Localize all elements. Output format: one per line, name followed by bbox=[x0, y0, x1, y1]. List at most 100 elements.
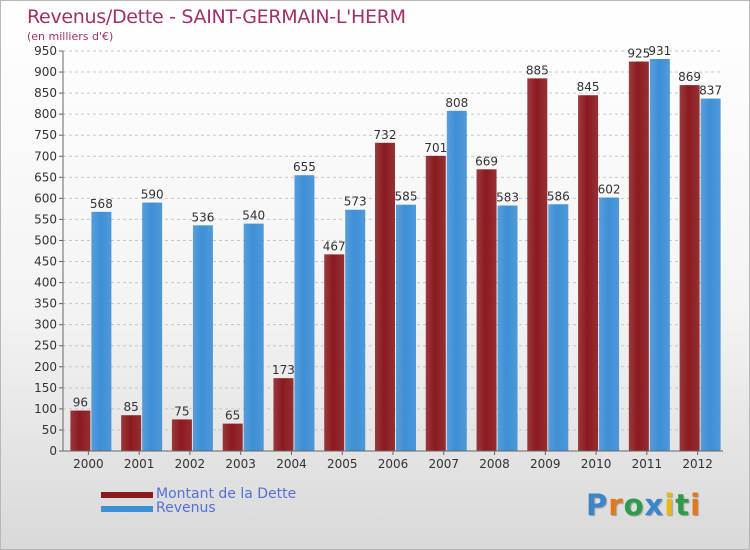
logo-letter: r bbox=[608, 488, 624, 522]
bar-dette-2004 bbox=[273, 378, 294, 451]
bar-revenus-2007 bbox=[446, 110, 467, 451]
y-tick-label: 650 bbox=[34, 170, 57, 184]
bar-dette-2006 bbox=[375, 142, 395, 451]
value-label-revenus-2012: 837 bbox=[699, 84, 722, 98]
y-tick-label: 300 bbox=[34, 318, 57, 332]
bar-revenus-2004 bbox=[294, 175, 315, 452]
x-tick-label: 2000 bbox=[73, 457, 104, 471]
proxiti-logo: Proxiti bbox=[586, 488, 701, 522]
x-tick-label: 2006 bbox=[378, 457, 409, 471]
x-tick-label: 2007 bbox=[428, 457, 459, 471]
chart-subtitle: (en milliers d'€) bbox=[27, 30, 114, 43]
y-tick-label: 150 bbox=[34, 381, 57, 395]
x-tick-label: 2002 bbox=[175, 457, 206, 471]
legend-label-dette: Montant de la Dette bbox=[156, 486, 297, 502]
value-label-revenus-2011: 931 bbox=[648, 44, 671, 58]
y-tick-label: 700 bbox=[34, 149, 57, 163]
x-tick-label: 2011 bbox=[632, 457, 663, 471]
value-label-revenus-2010: 602 bbox=[598, 183, 621, 197]
value-label-dette-2005: 467 bbox=[323, 239, 346, 253]
value-label-revenus-2005: 573 bbox=[344, 195, 367, 209]
value-label-dette-2001: 85 bbox=[124, 400, 139, 414]
chart-title: Revenus/Dette - SAINT-GERMAIN-L'HERM bbox=[27, 6, 406, 28]
y-tick-label: 100 bbox=[34, 402, 57, 416]
bar-revenus-2011 bbox=[649, 59, 670, 451]
value-label-dette-2000: 96 bbox=[73, 396, 88, 410]
x-tick-label: 2012 bbox=[682, 457, 713, 471]
logo-letter: i bbox=[664, 488, 676, 522]
value-label-dette-2003: 65 bbox=[225, 409, 240, 423]
value-label-dette-2012: 869 bbox=[678, 70, 701, 84]
bar-dette-2005 bbox=[324, 254, 345, 451]
bar-revenus-2002 bbox=[192, 225, 213, 451]
value-label-revenus-2002: 536 bbox=[191, 210, 214, 224]
bar-dette-2010 bbox=[578, 95, 599, 452]
bar-dette-2000 bbox=[70, 410, 91, 451]
bar-dette-2003 bbox=[222, 423, 243, 451]
y-tick-label: 50 bbox=[42, 423, 57, 437]
legend-swatch-dette bbox=[101, 492, 153, 498]
logo-letter: o bbox=[623, 488, 645, 522]
y-tick-label: 600 bbox=[34, 191, 57, 205]
x-tick-label: 2001 bbox=[124, 457, 155, 471]
logo-letter: x bbox=[644, 488, 665, 522]
logo-letter: t bbox=[675, 488, 691, 522]
logo-letter: P bbox=[586, 488, 609, 522]
y-tick-label: 500 bbox=[34, 233, 57, 247]
value-label-dette-2004: 173 bbox=[272, 363, 295, 377]
logo-letter: i bbox=[690, 488, 702, 522]
value-label-dette-2010: 845 bbox=[577, 80, 600, 94]
bar-revenus-2003 bbox=[243, 223, 264, 451]
bar-revenus-2012 bbox=[700, 98, 721, 451]
bar-dette-2012 bbox=[679, 85, 700, 452]
y-tick-label: 800 bbox=[34, 107, 57, 121]
bar-revenus-2009 bbox=[548, 204, 569, 451]
y-tick-label: 350 bbox=[34, 297, 57, 311]
bar-revenus-2001 bbox=[142, 202, 163, 451]
value-label-dette-2009: 885 bbox=[526, 63, 549, 77]
y-tick-label: 750 bbox=[34, 128, 57, 142]
value-label-revenus-2003: 540 bbox=[242, 209, 265, 223]
y-tick-label: 950 bbox=[34, 44, 57, 58]
value-label-revenus-2009: 586 bbox=[547, 189, 570, 203]
bar-revenus-2010 bbox=[599, 197, 620, 451]
value-label-dette-2008: 669 bbox=[475, 154, 498, 168]
value-label-revenus-2006: 585 bbox=[395, 190, 418, 204]
y-tick-label: 400 bbox=[34, 276, 57, 290]
value-label-dette-2002: 75 bbox=[174, 404, 189, 418]
x-tick-label: 2008 bbox=[479, 457, 510, 471]
bar-revenus-2008 bbox=[497, 205, 518, 451]
legend-swatch-revenus bbox=[101, 506, 153, 512]
bar-dette-2001 bbox=[121, 415, 142, 451]
value-label-revenus-2007: 808 bbox=[445, 96, 468, 110]
bar-dette-2008 bbox=[476, 169, 497, 451]
x-tick-label: 2009 bbox=[530, 457, 561, 471]
bar-revenus-2000 bbox=[91, 211, 112, 451]
y-tick-label: 450 bbox=[34, 255, 57, 269]
value-label-dette-2006: 732 bbox=[374, 128, 397, 142]
x-tick-label: 2003 bbox=[225, 457, 256, 471]
bar-revenus-2006 bbox=[396, 204, 416, 451]
bar-dette-2007 bbox=[425, 155, 446, 451]
bar-dette-2011 bbox=[628, 61, 649, 452]
x-tick-label: 2004 bbox=[276, 457, 307, 471]
y-tick-label: 200 bbox=[34, 360, 57, 374]
x-tick-label: 2005 bbox=[327, 457, 358, 471]
value-label-revenus-2001: 590 bbox=[141, 188, 164, 202]
y-tick-label: 900 bbox=[34, 65, 57, 79]
value-label-dette-2011: 925 bbox=[627, 47, 650, 61]
bar-dette-2002 bbox=[171, 419, 192, 451]
y-tick-label: 0 bbox=[49, 444, 57, 458]
legend-label-revenus: Revenus bbox=[156, 500, 216, 516]
x-tick-label: 2010 bbox=[581, 457, 612, 471]
y-tick-label: 250 bbox=[34, 339, 57, 353]
y-tick-label: 850 bbox=[34, 86, 57, 100]
value-label-revenus-2008: 583 bbox=[496, 191, 519, 205]
bar-revenus-2005 bbox=[345, 209, 366, 451]
y-tick-label: 550 bbox=[34, 212, 57, 226]
value-label-dette-2007: 701 bbox=[424, 141, 447, 155]
value-label-revenus-2004: 655 bbox=[293, 160, 316, 174]
bar-dette-2009 bbox=[527, 78, 548, 452]
